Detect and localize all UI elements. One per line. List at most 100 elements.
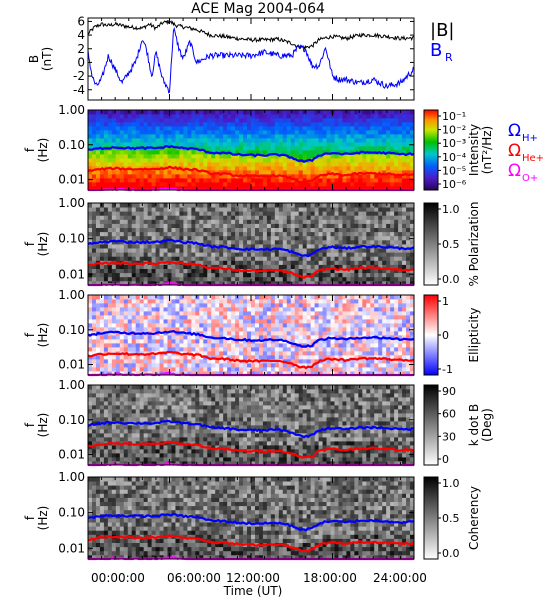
heatmap-cell — [163, 268, 168, 274]
heatmap-cell — [334, 363, 339, 368]
heatmap-cell — [127, 315, 133, 320]
heatmap-cell — [294, 110, 300, 115]
heatmap-cell — [306, 260, 312, 265]
heatmap-cell — [374, 327, 379, 332]
heatmap-cell — [266, 295, 272, 300]
heatmap-cell — [115, 231, 121, 237]
heatmap-cell — [99, 244, 105, 249]
heatmap-cell — [386, 223, 391, 228]
heatmap-cell — [119, 231, 125, 237]
heatmap-cell — [183, 363, 188, 368]
heatmap-cell — [338, 114, 343, 119]
heatmap-cell — [171, 319, 176, 324]
heatmap-cell — [398, 260, 403, 265]
heatmap-cell — [366, 311, 371, 316]
heatmap-cell — [151, 207, 156, 212]
heatmap-cell — [135, 138, 141, 143]
heatmap-cell — [266, 280, 272, 286]
heatmap-cell — [310, 134, 316, 139]
heatmap-cell — [302, 244, 308, 249]
heatmap-cell — [406, 203, 411, 208]
heatmap-cell — [179, 142, 184, 147]
heatmap-cell — [274, 307, 280, 312]
heatmap-cell — [282, 182, 288, 187]
heatmap-cell — [191, 303, 196, 308]
heatmap-cell — [119, 174, 125, 179]
heatmap-cell — [334, 359, 339, 364]
heatmap-cell — [115, 295, 121, 300]
heatmap-cell — [346, 256, 351, 261]
heatmap-cell — [111, 252, 117, 257]
heatmap-cell — [151, 303, 156, 308]
heatmap-cell — [370, 235, 375, 241]
heatmap-cell — [247, 227, 252, 233]
heatmap-cell — [382, 178, 387, 183]
heatmap-cell — [247, 351, 252, 356]
heatmap-cell — [219, 280, 224, 286]
y-axis-title: B — [27, 55, 41, 63]
heatmap-cell — [310, 295, 316, 300]
heatmap-cell — [298, 130, 304, 135]
heatmap-cell — [159, 235, 164, 241]
heatmap-cell — [143, 327, 149, 332]
heatmap-cell — [278, 146, 284, 151]
heatmap-cell — [290, 162, 296, 167]
heatmap-cell — [99, 219, 105, 224]
heatmap-cell — [286, 231, 292, 237]
heatmap-cell — [219, 327, 224, 332]
heatmap-cell — [227, 110, 232, 115]
heatmap-cell — [163, 207, 168, 212]
heatmap-cell — [334, 331, 339, 336]
heatmap-cell — [366, 276, 371, 282]
heatmap-cell — [195, 295, 200, 300]
heatmap-cell — [362, 166, 367, 171]
heatmap-cell — [107, 264, 113, 269]
heatmap-cell — [123, 363, 129, 368]
heatmap-cell — [151, 299, 156, 304]
heatmap-cell — [314, 110, 319, 115]
heatmap-cell — [147, 162, 153, 167]
heatmap-cell — [123, 244, 129, 249]
heatmap-cell — [211, 347, 216, 352]
heatmap-cell — [247, 307, 252, 312]
heatmap-cell — [199, 272, 204, 278]
heatmap-cell — [410, 256, 415, 261]
heatmap-cell — [247, 182, 252, 187]
heatmap-cell — [119, 272, 125, 278]
heatmap-cell — [199, 219, 204, 224]
heatmap-cell — [239, 130, 244, 135]
heatmap-cell — [207, 114, 212, 119]
heatmap-cell — [278, 343, 284, 348]
heatmap-cell — [306, 244, 312, 249]
heatmap-cell — [119, 268, 125, 274]
heatmap-cell — [334, 182, 339, 187]
heatmap-cell — [398, 272, 403, 278]
heatmap-cell — [390, 114, 395, 119]
heatmap-cell — [318, 207, 323, 212]
heatmap-cell — [143, 186, 149, 191]
heatmap-cell — [143, 162, 149, 167]
heatmap-cell — [95, 227, 101, 233]
heatmap-cell — [386, 170, 391, 175]
heatmap-cell — [207, 227, 212, 233]
heatmap-cell — [266, 355, 272, 360]
heatmap-cell — [398, 154, 403, 159]
heatmap-cell — [378, 347, 383, 352]
heatmap-cell — [358, 260, 363, 265]
heatmap-cell — [402, 158, 407, 163]
heatmap-cell — [258, 235, 264, 241]
heatmap-cell — [247, 303, 252, 308]
heatmap-cell — [115, 272, 121, 278]
heatmap-cell — [338, 227, 343, 233]
heatmap-cell — [278, 134, 284, 139]
heatmap-cell — [251, 223, 256, 228]
heatmap-cell — [262, 323, 268, 328]
heatmap-cell — [290, 235, 296, 241]
heatmap-cell — [159, 118, 164, 123]
heatmap-cell — [99, 268, 105, 274]
heatmap-cell — [262, 311, 268, 316]
heatmap-cell — [251, 276, 256, 282]
heatmap-cell — [286, 367, 292, 372]
heatmap-cell — [374, 343, 379, 348]
